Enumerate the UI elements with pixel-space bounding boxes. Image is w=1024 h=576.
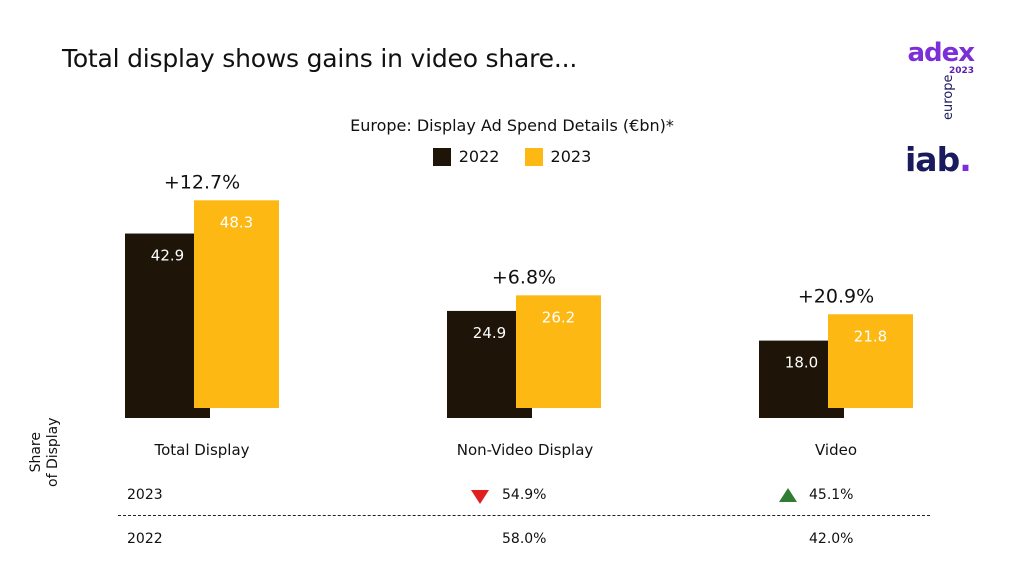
growth-label-non-video-display: +6.8% xyxy=(492,266,556,288)
legend-label-2022: 2022 xyxy=(458,147,500,166)
adex-logo: adex 2023 xyxy=(896,38,975,76)
share-of-display-label: Share of Display xyxy=(28,417,62,487)
growth-label-video: +20.9% xyxy=(798,285,874,307)
share-video-2022: 42.0% xyxy=(809,531,854,547)
share-label-line1: Share xyxy=(28,432,44,473)
category-label-non-video-display: Non-Video Display xyxy=(456,441,594,459)
legend-item-2022: 2022 xyxy=(432,147,500,166)
share-label-line2: of Display xyxy=(45,417,61,487)
share-non-video-2023: 54.9% xyxy=(502,487,547,503)
share-non-video-2022: 58.0% xyxy=(502,531,547,547)
category-label-video: Video xyxy=(814,441,858,459)
chart-title: Europe: Display Ad Spend Details (€bn)* xyxy=(350,116,674,135)
bar-video-2023 xyxy=(828,314,913,408)
bar-non-video-display-2023 xyxy=(516,295,601,408)
share-row-year-2022: 2022 xyxy=(127,531,163,547)
bar-total-display-2023 xyxy=(194,200,279,408)
legend-item-2023: 2023 xyxy=(524,147,592,166)
iab-logo-word: iab xyxy=(905,140,960,179)
adex-logo-year: 2023 xyxy=(948,66,974,76)
legend-label-2023: 2023 xyxy=(550,147,592,166)
growth-label-total-display: +12.7% xyxy=(164,171,240,193)
decrease-triangle-icon xyxy=(471,490,489,504)
legend-swatch-2022 xyxy=(432,147,451,166)
iab-logo-dot: . xyxy=(959,140,972,179)
value-label-non-video-display-2022: 24.9 xyxy=(473,324,506,342)
value-label-video-2023: 21.8 xyxy=(854,327,887,345)
page-title: Total display shows gains in video share… xyxy=(62,44,578,73)
bar-chart: 42.9 48.3 +12.7% 24.9 26.2 +6.8% 18.0 21.8 +20.9… xyxy=(125,171,913,418)
chart-legend: 2022 2023 xyxy=(0,147,1024,170)
share-table-divider xyxy=(118,515,930,516)
share-row-year-2023: 2023 xyxy=(127,487,163,503)
iab-logo: iab. xyxy=(905,140,972,179)
value-label-total-display-2022: 42.9 xyxy=(151,247,184,265)
legend-swatch-2023 xyxy=(524,147,543,166)
adex-logo-word: adex xyxy=(907,38,975,68)
value-label-non-video-display-2023: 26.2 xyxy=(542,308,575,326)
value-label-total-display-2023: 48.3 xyxy=(220,213,253,231)
value-label-video-2022: 18.0 xyxy=(785,354,818,372)
category-label-total-display: Total Display xyxy=(154,441,250,459)
increase-triangle-icon xyxy=(779,488,797,502)
share-video-2023: 45.1% xyxy=(809,487,854,503)
